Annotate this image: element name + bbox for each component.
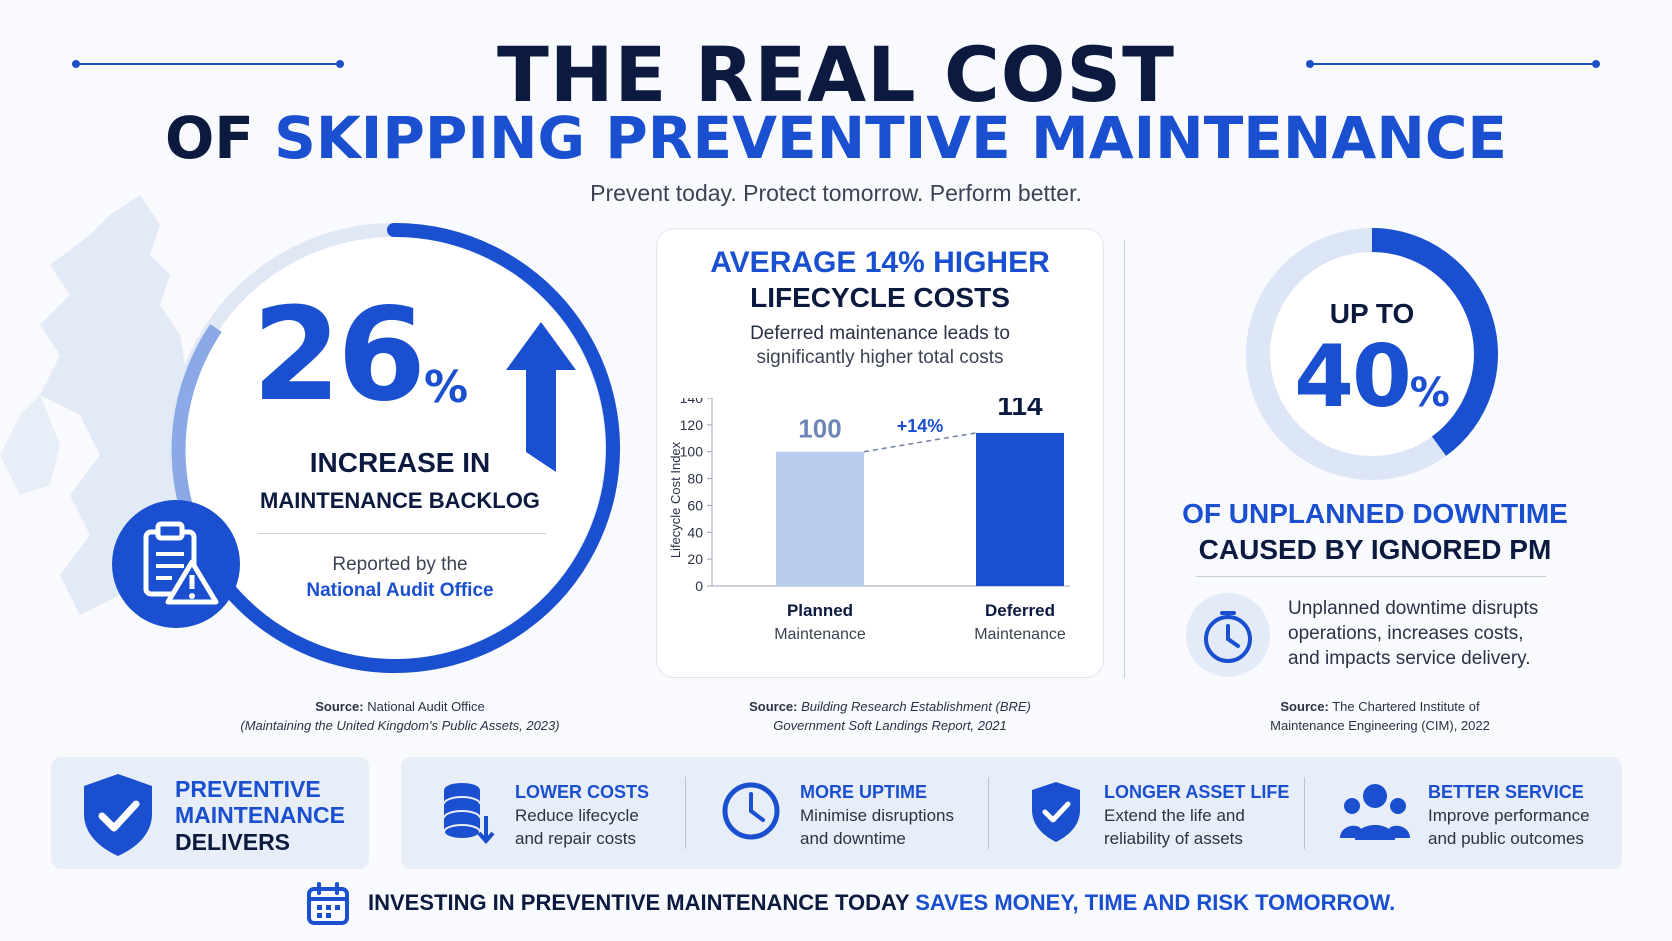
calendar-icon <box>307 882 349 925</box>
delivers-line-2: MAINTENANCE <box>175 802 345 828</box>
y-tick-label: 100 <box>680 444 704 460</box>
downtime-ring <box>1246 228 1498 480</box>
benefit-title-more-uptime: MORE UPTIME <box>800 782 928 802</box>
y-axis-label: Lifecycle Cost Index <box>668 441 683 558</box>
shield-check-icon <box>84 774 152 856</box>
y-tick-label: 0 <box>695 578 703 594</box>
page-title: THE REAL COST <box>497 30 1175 119</box>
divider <box>988 777 989 849</box>
divider <box>1196 576 1546 577</box>
benefits-panel <box>401 757 1622 869</box>
data-label: 100 <box>798 414 841 444</box>
x-tick-label: Maintenance <box>974 626 1066 643</box>
upto-label: UP TO <box>1329 298 1415 329</box>
divider <box>1304 777 1305 849</box>
source-right-detail: Maintenance Engineering (CIM), 2022 <box>1270 718 1490 733</box>
source-text: The Chartered Institute of <box>1332 699 1480 714</box>
source-right: Source: The Chartered Institute of <box>1130 699 1630 714</box>
source-middle: Source: Building Research Establishment … <box>640 699 1140 714</box>
divider <box>1124 240 1125 678</box>
page-subtitle: OF SKIPPING PREVENTIVE MAINTENANCE <box>0 104 1672 172</box>
footer-message: INVESTING IN PREVENTIVE MAINTENANCE TODA… <box>368 890 1395 916</box>
backlog-percent: % <box>424 362 469 413</box>
backlog-ring <box>169 222 620 673</box>
downtime-subheadline: CAUSED BY IGNORED PM <box>1198 534 1552 565</box>
lifecycle-desc-2: significantly higher total costs <box>756 347 1004 368</box>
benefit-title-longer-asset-life: LONGER ASSET LIFE <box>1104 782 1290 802</box>
downtime-desc-3: and impacts service delivery. <box>1288 648 1531 669</box>
benefit-desc: Minimise disruptions <box>800 806 954 825</box>
lifecycle-subheadline: LIFECYCLE COSTS <box>750 282 1010 313</box>
clipboard-warning-icon <box>112 500 240 628</box>
up-arrow-icon <box>506 322 576 472</box>
y-tick-label: 60 <box>687 497 703 513</box>
coins-down-icon <box>443 783 495 845</box>
stopwatch-icon <box>1186 593 1270 677</box>
downtime-value: 40 <box>1294 327 1412 427</box>
lifecycle-desc-1: Deferred maintenance leads to <box>750 323 1010 344</box>
benefit-desc: reliability of assets <box>1104 829 1243 848</box>
title-highlight: SKIPPING PREVENTIVE MAINTENANCE <box>274 104 1508 172</box>
downtime-headline: OF UNPLANNED DOWNTIME <box>1182 498 1568 529</box>
x-tick-label: Deferred <box>985 601 1055 620</box>
tagline: Prevent today. Protect tomorrow. Perform… <box>590 180 1082 206</box>
downtime-number: 40% <box>1244 334 1500 420</box>
header-rule-right <box>1306 60 1600 68</box>
source-middle-detail: Government Soft Landings Report, 2021 <box>773 718 1007 733</box>
bar <box>776 451 864 586</box>
header-rule-left <box>72 60 344 68</box>
benefit-desc: and public outcomes <box>1428 829 1584 848</box>
y-tick-label: 80 <box>687 471 703 487</box>
y-tick-label: 20 <box>687 551 703 567</box>
footer-text: INVESTING IN PREVENTIVE MAINTENANCE TODA… <box>368 890 916 915</box>
footer-highlight: SAVES MONEY, TIME AND RISK TOMORROW. <box>915 890 1396 915</box>
downtime-desc-1: Unplanned downtime disrupts <box>1288 598 1539 619</box>
increase-connector <box>863 432 977 453</box>
increase-annotation: +14% <box>897 416 944 436</box>
downtime-percent: % <box>1409 370 1450 416</box>
downtime-ring-fill <box>1371 228 1498 456</box>
clock-icon <box>722 782 780 840</box>
source-left-detail: (Maintaining the United Kingdom's Public… <box>240 718 560 733</box>
source-label: Source: <box>749 699 798 714</box>
benefit-desc: and repair costs <box>515 829 636 848</box>
benefit-desc: and downtime <box>800 829 906 848</box>
divider <box>685 777 686 849</box>
y-tick-label: 40 <box>687 524 703 540</box>
delivers-line-1: PREVENTIVE <box>175 776 321 802</box>
data-label: 114 <box>997 398 1043 421</box>
backlog-subheadline: MAINTENANCE BACKLOG <box>260 488 540 513</box>
source-label: Source: <box>1280 699 1329 714</box>
benefit-desc: Extend the life and <box>1104 806 1245 825</box>
x-tick-label: Maintenance <box>774 626 866 643</box>
backlog-headline: INCREASE IN <box>309 447 491 478</box>
benefit-desc: Improve performance <box>1428 806 1590 825</box>
people-icon <box>1340 784 1410 840</box>
source-left: Source: National Audit Office <box>150 699 650 714</box>
benefit-title-lower-costs: LOWER COSTS <box>515 782 649 802</box>
reporter-name: National Audit Office <box>306 580 494 601</box>
source-text: National Audit Office <box>367 699 485 714</box>
backlog-number: 26 <box>252 281 426 430</box>
y-tick-label: 120 <box>680 417 704 433</box>
lifecycle-headline: AVERAGE 14% HIGHER <box>710 246 1050 279</box>
source-label: Source: <box>315 699 364 714</box>
delivers-line-3: DELIVERS <box>175 829 291 855</box>
y-tick-label: 140 <box>680 398 704 406</box>
shield-check-icon <box>1032 782 1080 842</box>
title-prefix: OF <box>164 104 275 172</box>
downtime-desc-2: operations, increases costs, <box>1288 623 1524 644</box>
divider <box>258 533 546 534</box>
benefit-title-better-service: BETTER SERVICE <box>1428 782 1584 802</box>
x-tick-label: Planned <box>787 601 853 620</box>
benefit-desc: Reduce lifecycle <box>515 806 639 825</box>
reported-by-label: Reported by the <box>332 554 468 575</box>
bar <box>976 432 1064 586</box>
source-text: Building Research Establishment (BRE) <box>801 699 1031 714</box>
